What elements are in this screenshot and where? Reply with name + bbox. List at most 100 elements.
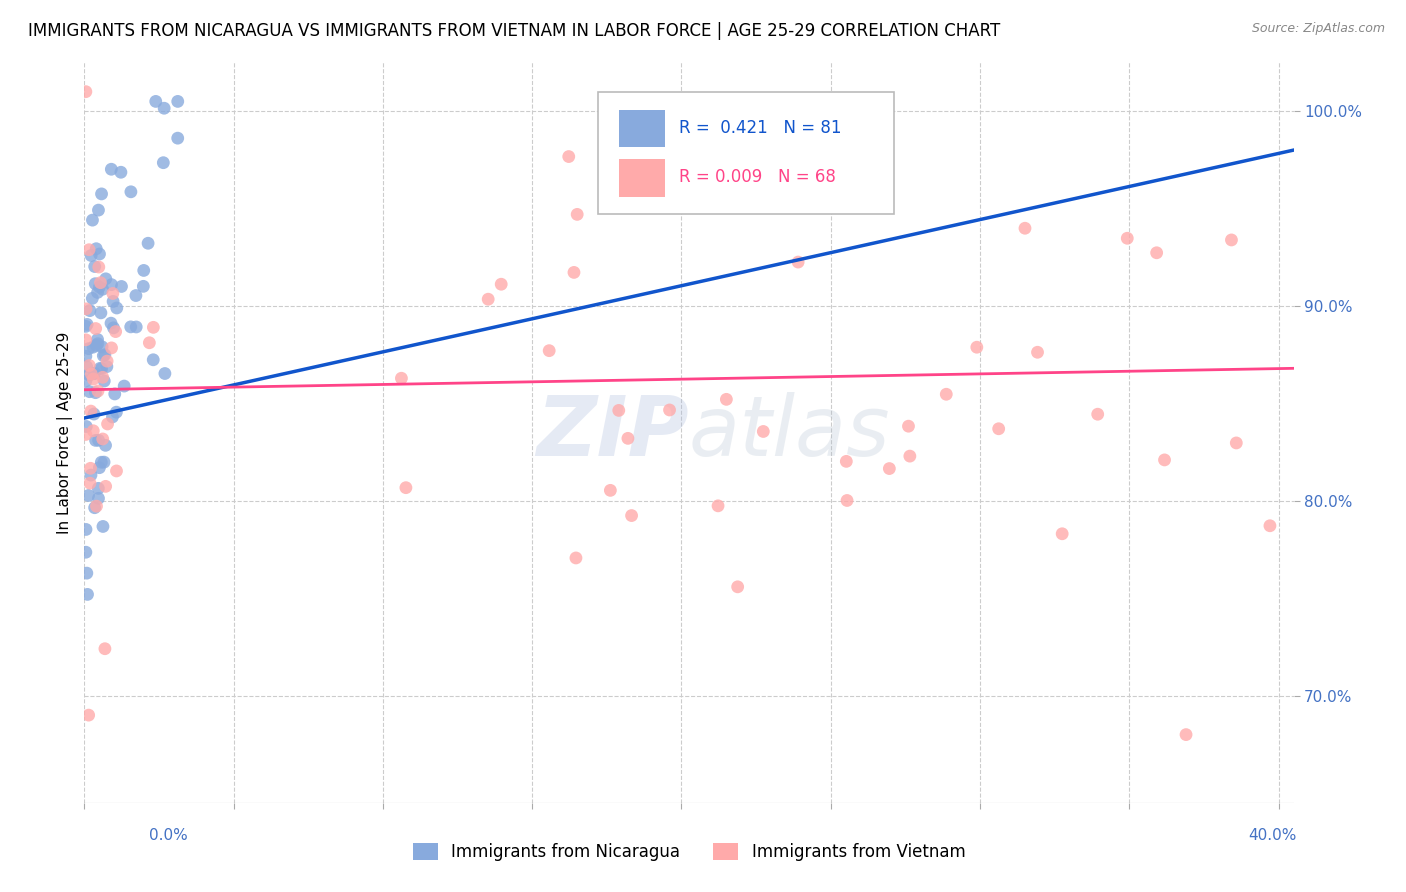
Point (1116, 231, 1139, 245)
Point (1225, 436, 1247, 450)
Point (89, 460, 111, 475)
Point (96, 359, 118, 374)
Point (86, 338, 108, 352)
Point (84, 321, 107, 335)
Point (752, 425, 775, 439)
Point (620, 508, 643, 523)
Point (94, 641, 117, 656)
Point (1014, 221, 1036, 235)
Point (82, 213, 104, 227)
Point (84, 242, 107, 256)
Point (105, 464, 128, 478)
Point (125, 288, 148, 302)
Point (82, 340, 104, 354)
Point (84, 277, 107, 291)
Point (166, 95, 188, 109)
Point (86, 333, 108, 347)
Point (79, 384, 101, 399)
Point (75, 427, 97, 442)
Y-axis label: In Labor Force | Age 25-29: In Labor Force | Age 25-29 (58, 332, 73, 533)
Point (898, 449, 921, 463)
Point (658, 403, 681, 417)
Point (83, 500, 105, 515)
Point (94, 348, 117, 362)
Point (101, 286, 124, 301)
Point (112, 379, 135, 393)
Point (94, 438, 117, 452)
Point (599, 483, 621, 498)
Point (104, 325, 127, 339)
Point (79, 476, 101, 491)
Text: Source: ZipAtlas.com: Source: ZipAtlas.com (1251, 22, 1385, 36)
Point (787, 255, 810, 269)
Point (93, 374, 115, 388)
Point (100, 162, 122, 177)
Point (1146, 245, 1168, 260)
Point (83, 407, 105, 421)
Point (565, 551, 588, 566)
Point (77, 243, 100, 257)
Point (90, 186, 112, 201)
Point (80, 248, 103, 262)
Point (1153, 453, 1175, 467)
Point (562, 265, 585, 279)
Point (86, 499, 108, 513)
Point (1026, 345, 1049, 359)
Point (607, 403, 630, 417)
Legend: Immigrants from Nicaragua, Immigrants from Vietnam: Immigrants from Nicaragua, Immigrants fr… (412, 843, 966, 861)
Point (79, 461, 101, 475)
Point (94, 479, 117, 493)
Point (105, 405, 128, 419)
Point (97, 417, 120, 431)
Point (80, 367, 103, 381)
Point (142, 352, 165, 367)
Point (966, 340, 988, 354)
Point (1258, 518, 1281, 533)
Point (87, 491, 110, 506)
Point (835, 454, 858, 468)
Point (91, 340, 114, 354)
Point (82, 372, 104, 386)
Point (91, 349, 114, 363)
Bar (619, 159, 665, 197)
Point (82, 424, 104, 438)
Text: IMMIGRANTS FROM NICARAGUA VS IMMIGRANTS FROM VIETNAM IN LABOR FORCE | AGE 25-29 : IMMIGRANTS FROM NICARAGUA VS IMMIGRANTS … (28, 22, 1001, 40)
Point (87, 336, 110, 351)
Point (76, 566, 98, 581)
Point (82, 291, 104, 305)
Point (1087, 407, 1109, 421)
Point (716, 392, 738, 407)
Point (76, 587, 98, 601)
Point (87, 434, 110, 448)
Text: R = 0.009   N = 68: R = 0.009 N = 68 (679, 169, 837, 186)
Text: 40.0%: 40.0% (1249, 828, 1296, 843)
Point (617, 431, 640, 445)
Text: atlas: atlas (689, 392, 890, 473)
Point (100, 277, 122, 292)
Point (83, 366, 105, 380)
Point (87, 384, 110, 398)
Point (153, 367, 176, 381)
Point (86, 285, 108, 300)
Point (84, 434, 107, 448)
Point (101, 294, 124, 309)
Point (100, 316, 122, 330)
Point (84, 385, 107, 400)
Text: ZIP: ZIP (536, 392, 689, 473)
Text: 0.0%: 0.0% (149, 828, 188, 843)
Point (91, 519, 114, 533)
Point (707, 499, 730, 513)
Point (79, 359, 101, 373)
Point (91, 432, 114, 446)
Point (125, 320, 148, 334)
Point (77, 488, 100, 502)
Point (87, 260, 110, 274)
Point (75, 319, 97, 334)
Point (75, 374, 97, 388)
Point (75, 545, 97, 559)
Point (80, 404, 103, 418)
Point (77, 342, 100, 356)
Point (567, 207, 589, 221)
Point (935, 387, 957, 401)
Point (835, 493, 858, 508)
